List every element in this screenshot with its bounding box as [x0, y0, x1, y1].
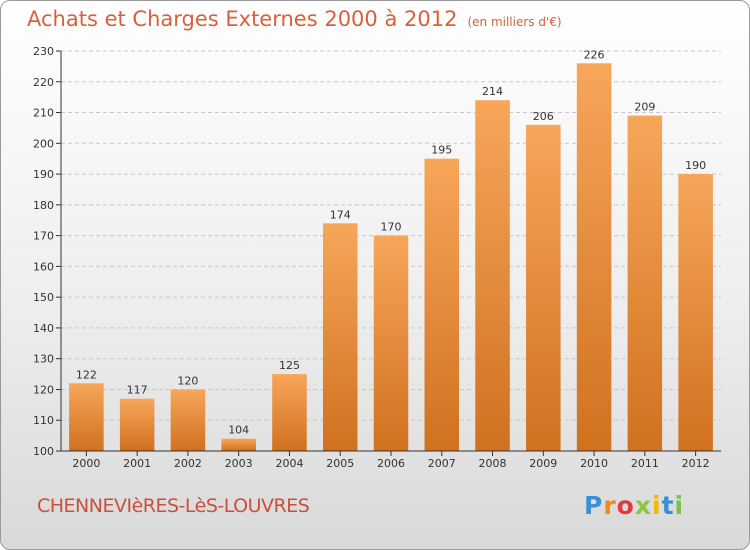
logo-letter: o [616, 491, 635, 520]
y-tick-label: 190 [33, 168, 54, 181]
x-tick-label: 2009 [529, 457, 557, 470]
bar [272, 374, 307, 451]
bar [373, 235, 409, 451]
y-tick-label: 130 [33, 353, 54, 366]
bar [170, 389, 206, 451]
bar [627, 115, 663, 451]
y-tick-label: 210 [33, 107, 54, 120]
x-tick-label: 2007 [428, 457, 456, 470]
data-label: 206 [533, 110, 554, 123]
data-label: 174 [330, 208, 351, 221]
place-name: CHENNEVIèRES-LèS-LOUVRES [37, 495, 310, 517]
logo-letter: t [661, 491, 675, 520]
x-tick-label: 2001 [123, 457, 151, 470]
y-tick-label: 120 [33, 383, 54, 396]
bar [424, 158, 460, 451]
x-tick-label: 2002 [174, 457, 202, 470]
y-tick-label: 110 [33, 414, 54, 427]
bar [526, 124, 561, 451]
y-tick-label: 200 [33, 137, 54, 150]
chart-unit: (en milliers d'€) [467, 15, 562, 29]
data-label: 170 [381, 221, 402, 234]
x-tick-label: 2004 [275, 457, 303, 470]
x-tick-label: 2003 [225, 457, 253, 470]
chart-title-row: Achats et Charges Externes 2000 à 2012 (e… [27, 7, 562, 31]
x-tick-label: 2000 [72, 457, 100, 470]
data-label: 190 [685, 159, 706, 172]
data-label: 104 [228, 424, 249, 437]
logo-letter: i [674, 491, 685, 520]
bar [69, 383, 104, 451]
proxiti-logo: Proxiti [584, 491, 684, 520]
bar [678, 174, 713, 452]
y-tick-label: 170 [33, 230, 54, 243]
x-tick-label: 2008 [479, 457, 507, 470]
data-label: 214 [482, 85, 503, 98]
data-label: 120 [177, 374, 198, 387]
y-tick-label: 140 [33, 322, 54, 335]
bar [322, 223, 358, 451]
data-label: 195 [431, 144, 452, 157]
data-label: 125 [279, 359, 300, 372]
bar [576, 63, 612, 452]
y-tick-label: 160 [33, 260, 54, 273]
data-label: 209 [634, 101, 655, 114]
y-tick-label: 100 [33, 445, 54, 458]
x-tick-label: 2010 [580, 457, 608, 470]
bar [221, 438, 256, 451]
logo-letter: i [652, 491, 662, 520]
x-tick-label: 2006 [377, 457, 405, 470]
bar [475, 100, 510, 451]
x-tick-label: 2011 [631, 457, 659, 470]
logo-letter: r [603, 491, 617, 520]
data-label: 117 [127, 384, 148, 397]
y-tick-label: 230 [33, 45, 54, 58]
x-tick-label: 2012 [682, 457, 710, 470]
y-tick-label: 150 [33, 291, 54, 304]
y-tick-label: 180 [33, 199, 54, 212]
bar [119, 398, 155, 451]
y-tick-label: 220 [33, 76, 54, 89]
logo-letter: P [584, 491, 604, 520]
logo-letter: x [634, 491, 652, 520]
data-label: 122 [76, 368, 97, 381]
x-tick-label: 2005 [326, 457, 354, 470]
data-label: 226 [584, 48, 605, 61]
chart-title: Achats et Charges Externes 2000 à 2012 [27, 7, 458, 31]
